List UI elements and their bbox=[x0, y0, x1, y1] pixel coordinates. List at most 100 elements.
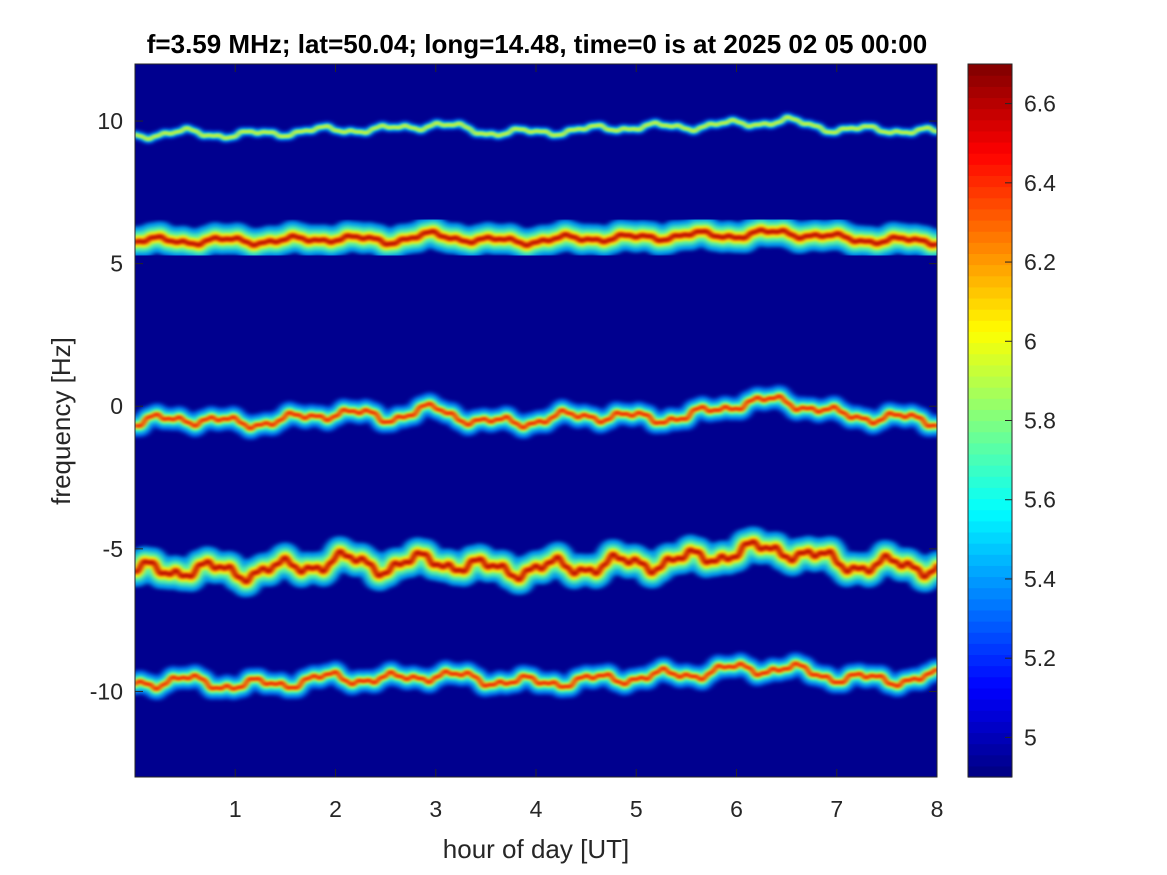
colorbar-cell bbox=[968, 453, 1012, 466]
colorbar-cell bbox=[968, 153, 1012, 165]
colorbar-cell bbox=[968, 309, 1012, 321]
colorbar-cell bbox=[968, 108, 1012, 121]
colorbar-cell bbox=[968, 97, 1012, 110]
colorbar-cell bbox=[968, 231, 1012, 243]
colorbar-cell bbox=[968, 320, 1012, 332]
colorbar-cell bbox=[968, 364, 1012, 377]
y-tick-label: -5 bbox=[103, 536, 123, 562]
colorbar-cell bbox=[968, 242, 1012, 254]
colorbar bbox=[967, 63, 1013, 778]
colorbar-cell bbox=[968, 632, 1012, 644]
colorbar-cell bbox=[968, 654, 1012, 667]
colorbar-cell bbox=[968, 487, 1012, 500]
colorbar-cell bbox=[968, 420, 1012, 433]
colorbar-cell bbox=[968, 442, 1012, 455]
colorbar-cell bbox=[968, 710, 1012, 722]
band-2 bbox=[135, 384, 937, 440]
band-0 bbox=[135, 112, 937, 144]
colorbar-cell bbox=[968, 164, 1012, 177]
x-tick-label: 1 bbox=[229, 796, 242, 822]
x-tick-label: 6 bbox=[730, 796, 743, 822]
colorbar-cell bbox=[968, 353, 1012, 366]
colorbar-cell bbox=[968, 509, 1012, 522]
x-tick-label: 4 bbox=[530, 796, 543, 822]
band-3-layer-4 bbox=[135, 540, 937, 584]
colorbar-cell bbox=[968, 64, 1012, 76]
colorbar-cell bbox=[968, 643, 1012, 656]
colorbar-cell bbox=[968, 609, 1012, 622]
colorbar-cell bbox=[968, 598, 1012, 611]
colorbar-cell bbox=[968, 219, 1012, 232]
colorbar-cell bbox=[968, 565, 1012, 578]
y-tick-label: 10 bbox=[97, 108, 123, 134]
x-tick-label: 8 bbox=[931, 796, 944, 822]
colorbar-cell bbox=[968, 554, 1012, 566]
y-axis-label: frequency [Hz] bbox=[46, 337, 76, 505]
y-tick-label: 5 bbox=[110, 251, 123, 277]
chart-title: f=3.59 MHz; lat=50.04; long=14.48, time=… bbox=[147, 29, 927, 59]
colorbar-cell bbox=[968, 587, 1012, 600]
colorbar-cell bbox=[968, 743, 1012, 756]
colorbar-cell bbox=[968, 86, 1012, 99]
colorbar-cell bbox=[968, 687, 1012, 700]
spectral-bands bbox=[135, 112, 937, 701]
colorbar-cell bbox=[968, 342, 1012, 355]
colorbar-tick-label: 6 bbox=[1024, 328, 1037, 354]
colorbar-cell bbox=[968, 465, 1012, 477]
colorbar-cell bbox=[968, 409, 1012, 422]
colorbar-cell bbox=[968, 297, 1012, 310]
y-tick-label: -10 bbox=[90, 678, 123, 704]
colorbar-cell bbox=[968, 331, 1012, 344]
band-2-layer-4 bbox=[135, 394, 937, 430]
colorbar-cell bbox=[968, 264, 1012, 277]
colorbar-ticks: 5 5.2 5.4 5.6 5.8 6 6.2 6.4 6.6 bbox=[1005, 91, 1056, 778]
colorbar-cell bbox=[968, 754, 1012, 767]
x-axis-label: hour of day [UT] bbox=[443, 834, 629, 864]
colorbar-tick-label: 5 bbox=[1024, 724, 1037, 750]
colorbar-cell bbox=[968, 286, 1012, 299]
colorbar-cell bbox=[968, 765, 1012, 778]
colorbar-cell bbox=[968, 732, 1012, 745]
colorbar-cell bbox=[968, 721, 1012, 734]
colorbar-cell bbox=[968, 253, 1012, 266]
colorbar-cell bbox=[968, 141, 1012, 154]
x-tick-label: 5 bbox=[630, 796, 643, 822]
colorbar-cell bbox=[968, 208, 1012, 221]
band-4 bbox=[135, 652, 937, 701]
colorbar-cell bbox=[968, 576, 1012, 589]
x-tick-label: 7 bbox=[830, 796, 843, 822]
colorbar-cell bbox=[968, 175, 1012, 188]
colorbar-tick-label: 5.4 bbox=[1024, 566, 1056, 592]
colorbar-cell bbox=[968, 398, 1012, 410]
band-1 bbox=[135, 214, 937, 261]
colorbar-tick-label: 5.2 bbox=[1024, 645, 1056, 671]
colorbar-tick-label: 6.6 bbox=[1024, 91, 1056, 117]
colorbar-tick-label: 6.4 bbox=[1024, 170, 1056, 196]
x-axis-ticks: 1 2 3 4 5 6 7 8 bbox=[229, 64, 944, 822]
colorbar-cell bbox=[968, 431, 1012, 444]
colorbar-tick-label: 5.6 bbox=[1024, 487, 1056, 513]
colorbar-cell bbox=[968, 543, 1012, 555]
band-1-layer-4 bbox=[135, 228, 937, 247]
y-tick-label: 0 bbox=[110, 393, 123, 419]
colorbar-cell bbox=[968, 699, 1012, 711]
band-0-layer-3 bbox=[135, 116, 937, 141]
x-tick-label: 2 bbox=[329, 796, 342, 822]
colorbar-cell bbox=[968, 275, 1012, 288]
colorbar-cell bbox=[968, 476, 1012, 488]
colorbar-cell bbox=[968, 531, 1012, 544]
colorbar-cell bbox=[968, 520, 1012, 533]
colorbar-cell bbox=[968, 621, 1012, 633]
band-3 bbox=[135, 526, 937, 598]
y-axis-ticks: 10 5 0 -5 -10 bbox=[90, 108, 937, 704]
x-tick-label: 3 bbox=[429, 796, 442, 822]
colorbar-cell bbox=[968, 498, 1012, 511]
colorbar-tick-label: 5.8 bbox=[1024, 408, 1056, 434]
colorbar-tick-label: 6.2 bbox=[1024, 249, 1056, 275]
colorbar-cell bbox=[968, 75, 1012, 87]
colorbar-cell bbox=[968, 119, 1012, 132]
colorbar-cell bbox=[968, 387, 1012, 399]
colorbar-cell bbox=[968, 665, 1012, 678]
colorbar-cell bbox=[968, 676, 1012, 689]
